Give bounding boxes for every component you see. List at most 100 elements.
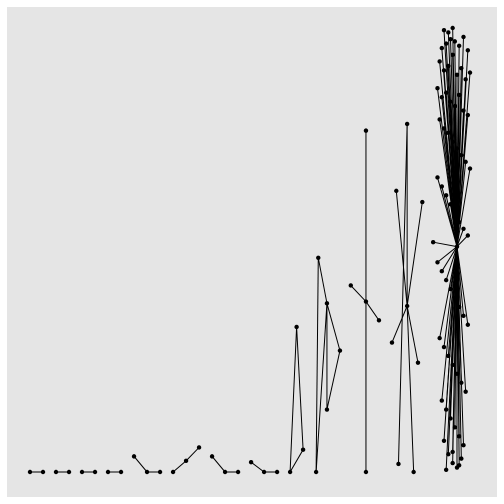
node-n18 xyxy=(248,459,254,465)
edge-n42-h59 xyxy=(441,246,458,401)
node-h16 xyxy=(459,65,464,71)
node-n15 xyxy=(209,454,215,459)
node-h11 xyxy=(437,59,442,64)
node-h35 xyxy=(435,175,440,180)
node-n36 xyxy=(396,461,401,467)
edge-n42-h39 xyxy=(454,213,458,247)
edge-n25-n26 xyxy=(317,257,328,304)
node-h9 xyxy=(461,34,466,40)
node-h2 xyxy=(446,30,451,35)
node-n6 xyxy=(92,469,98,475)
edge-n42-h42 xyxy=(456,235,469,248)
node-n1 xyxy=(27,469,33,475)
edge-n21-n23 xyxy=(289,449,304,473)
node-h72 xyxy=(456,463,462,468)
node-n42 xyxy=(454,244,460,249)
node-h24 xyxy=(456,92,462,98)
node-h47 xyxy=(448,286,453,292)
node-h60 xyxy=(443,407,449,412)
node-h69 xyxy=(459,456,464,461)
node-n20 xyxy=(274,469,280,475)
panel-background xyxy=(7,7,497,497)
node-h27 xyxy=(437,117,442,122)
node-n30 xyxy=(363,299,369,304)
node-n32 xyxy=(363,469,369,475)
node-h44 xyxy=(435,260,440,265)
node-h65 xyxy=(441,438,447,443)
node-n17 xyxy=(235,469,241,475)
node-h67 xyxy=(450,460,455,466)
node-h21 xyxy=(443,90,449,95)
node-h48 xyxy=(452,295,458,301)
edge-n30-n33 xyxy=(365,301,380,321)
node-n34 xyxy=(389,340,395,345)
node-n5 xyxy=(79,469,85,475)
node-h57 xyxy=(459,380,464,385)
edge-n42-h28 xyxy=(443,128,458,247)
node-h51 xyxy=(465,322,471,327)
node-h56 xyxy=(454,371,460,377)
edge-n37-n41 xyxy=(406,201,423,307)
node-n9 xyxy=(131,454,137,459)
edge-n24-n25 xyxy=(315,257,319,473)
node-h18 xyxy=(467,70,473,75)
edge-n21-n22 xyxy=(289,326,298,473)
node-h55 xyxy=(450,362,455,368)
node-h13 xyxy=(446,63,451,69)
node-n41 xyxy=(420,199,425,205)
node-h10 xyxy=(465,48,471,53)
edge-n42-h71 xyxy=(452,246,458,452)
edge-n12-n13 xyxy=(172,460,187,473)
node-h32 xyxy=(459,152,464,158)
node-h45 xyxy=(439,268,445,274)
node-h6 xyxy=(448,36,453,42)
node-h34 xyxy=(467,166,473,171)
node-n4 xyxy=(66,469,72,475)
edge-n42-h58 xyxy=(456,246,467,392)
edge-n9-n10 xyxy=(133,456,148,473)
node-h49 xyxy=(456,304,462,310)
node-n25 xyxy=(316,255,321,261)
node-h31 xyxy=(454,146,460,151)
node-h40 xyxy=(456,219,462,225)
node-h66 xyxy=(446,451,451,457)
edge-n24-n26 xyxy=(315,303,328,473)
node-h58 xyxy=(463,389,468,394)
node-h5 xyxy=(443,41,449,46)
edge-n42-h44 xyxy=(437,246,458,263)
node-h26 xyxy=(465,112,471,118)
node-h37 xyxy=(443,193,449,198)
node-h17 xyxy=(463,77,468,82)
node-h3 xyxy=(450,25,455,31)
node-n22 xyxy=(294,324,299,330)
node-n19 xyxy=(261,469,267,475)
node-n31 xyxy=(363,128,369,133)
node-h29 xyxy=(446,130,451,136)
node-n23 xyxy=(300,447,306,452)
edge-n42-h51 xyxy=(456,246,469,325)
edges-layer xyxy=(30,27,471,473)
edge-n42-h53 xyxy=(443,246,458,348)
node-n2 xyxy=(40,469,46,475)
node-h28 xyxy=(441,126,447,131)
edge-n26-n28 xyxy=(326,303,341,351)
node-n39 xyxy=(411,469,416,475)
edge-n18-n19 xyxy=(250,461,265,473)
node-h52 xyxy=(437,335,442,341)
edge-n42-h32 xyxy=(456,155,462,247)
node-h22 xyxy=(448,99,453,104)
edge-n42-h41 xyxy=(456,228,464,247)
node-n26 xyxy=(324,301,330,306)
edge-n28-n27 xyxy=(326,350,341,410)
node-h7 xyxy=(452,39,458,44)
node-n14 xyxy=(196,445,202,450)
node-h46 xyxy=(443,277,449,283)
edge-n42-h34 xyxy=(456,168,471,247)
edge-n42-h46 xyxy=(445,246,458,281)
edge-n15-n16 xyxy=(211,456,226,473)
edge-n42-h70 xyxy=(445,246,458,470)
node-h53 xyxy=(441,344,447,350)
node-h59 xyxy=(439,398,445,403)
